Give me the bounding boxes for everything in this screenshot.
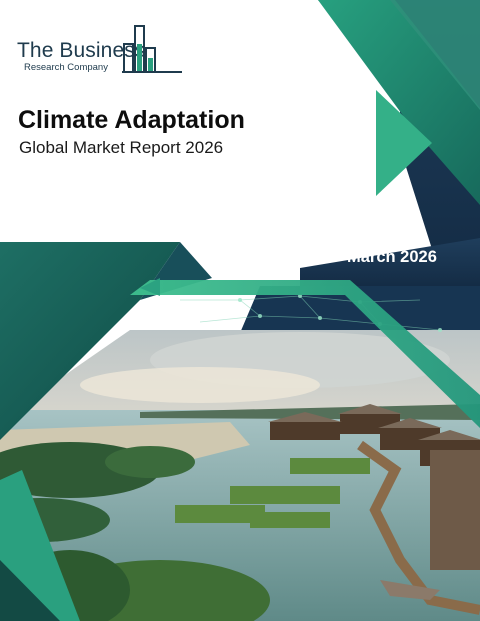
- date-band: [300, 238, 480, 286]
- green-band: [130, 280, 480, 428]
- logo-name: The Business: [17, 39, 146, 62]
- report-subtitle: Global Market Report 2026: [19, 138, 224, 157]
- report-date: March 2026: [347, 248, 437, 266]
- company-logo: The Business Research Company: [17, 40, 145, 73]
- teal-panel-top: [318, 0, 480, 205]
- bottom-left-corner: [0, 560, 60, 621]
- bar-chart-logo-icon: [122, 25, 182, 73]
- teal-corner: [390, 0, 480, 110]
- arrow-triangle: [376, 90, 432, 196]
- logo-subtitle: Research Company: [24, 62, 108, 73]
- report-title: Climate Adaptation: [18, 106, 245, 134]
